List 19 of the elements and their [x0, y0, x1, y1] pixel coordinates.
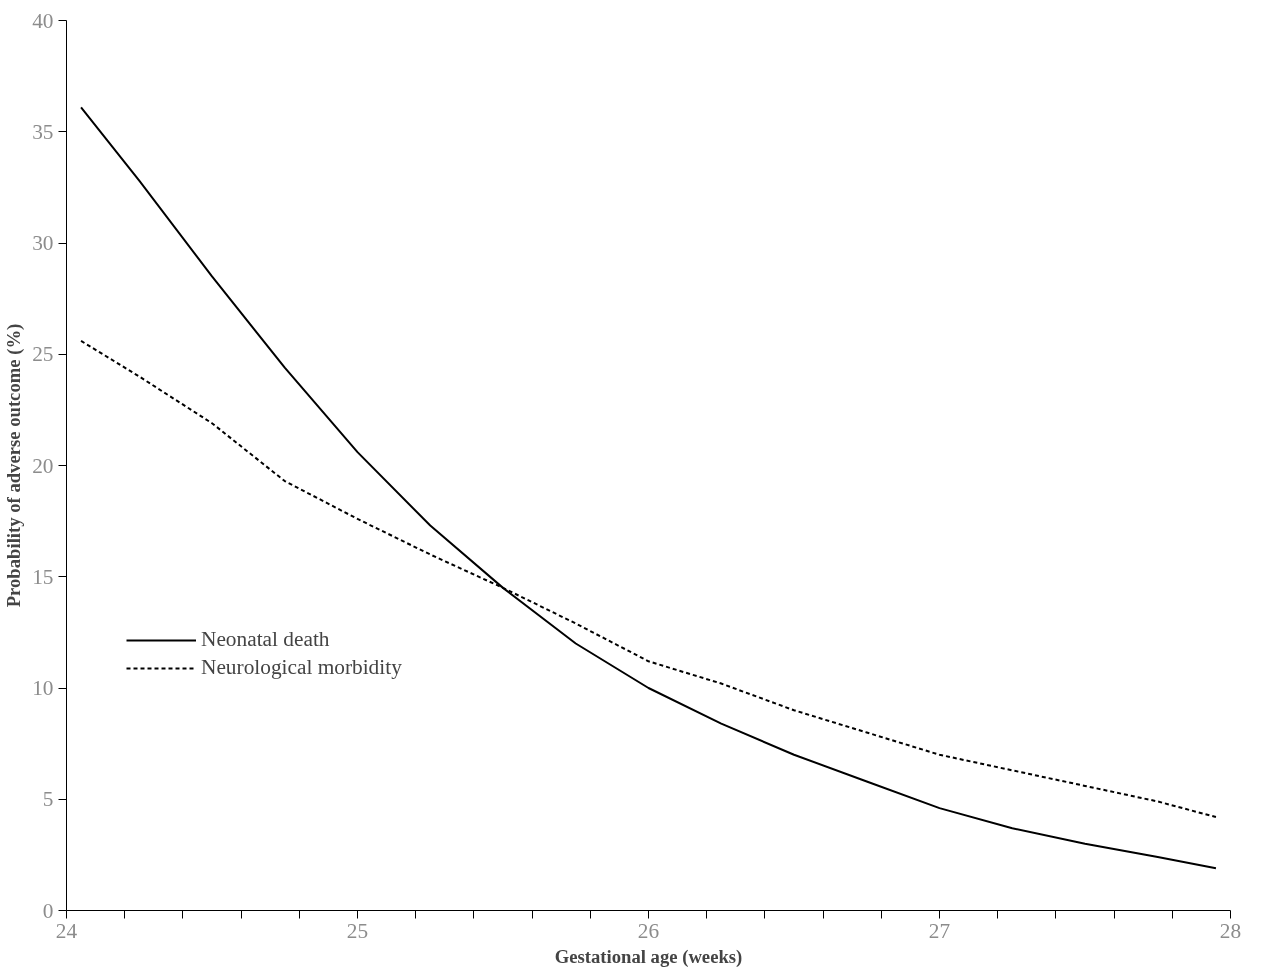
y-tick-label: 25 [32, 342, 54, 367]
x-tick-label: 24 [55, 918, 78, 943]
y-tick-label: 35 [32, 119, 54, 144]
legend-label: Neurological morbidity [201, 655, 402, 680]
y-tick-label: 40 [32, 8, 54, 33]
x-axis-title: Gestational age (weeks) [554, 945, 743, 968]
x-tick-label: 25 [346, 918, 369, 943]
y-tick-label: 30 [32, 231, 54, 255]
legend-label: Neonatal death [201, 627, 330, 652]
y-tick-label: 20 [32, 453, 54, 478]
y-tick-label: 5 [42, 787, 54, 812]
x-tick-label: 26 [637, 918, 660, 943]
y-tick-label: 15 [32, 564, 54, 589]
line-series [80, 106, 1217, 870]
y-axis-title: Probability of adverse outcome (%) [3, 323, 26, 608]
y-tick-label: 0 [42, 898, 54, 923]
x-tick-label: 27 [928, 918, 951, 943]
x-tick-label: 28 [1219, 918, 1242, 943]
y-tick-label: 10 [32, 676, 54, 700]
